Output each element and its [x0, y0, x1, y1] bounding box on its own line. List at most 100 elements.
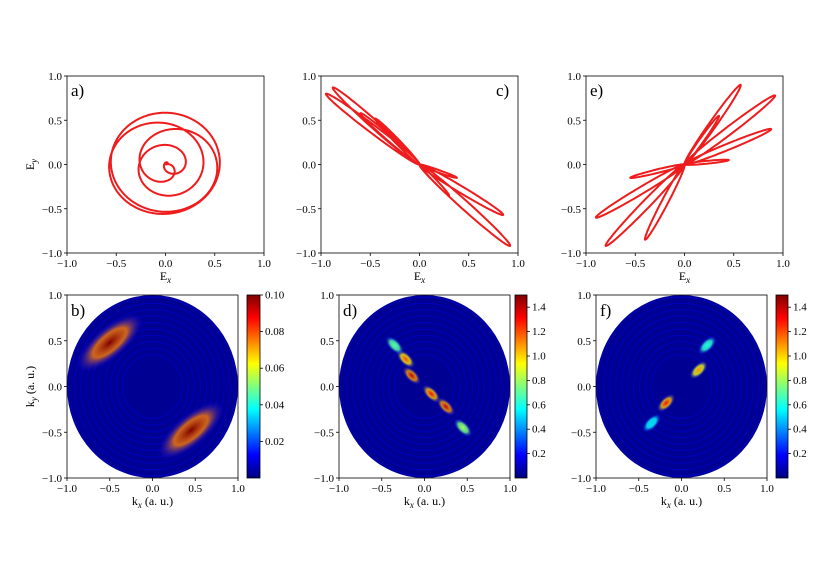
intensity-spot: [642, 413, 662, 433]
colorbar-tick-label: 0.10: [265, 290, 285, 302]
y-tick-label: 0.5: [567, 115, 581, 127]
x-tick-label: 0.5: [727, 258, 741, 270]
intensity-spot: [697, 335, 717, 355]
panel-b: 0.02 0.04 0.06 0.08 0.10 −1.0 −0.5 0.0 0.5 1.0 −1.…: [23, 290, 285, 511]
colorbar-tick-label: 0.2: [793, 448, 807, 460]
colorbar-tick-label: 0.04: [265, 399, 285, 411]
y-tick-label: −0.5: [571, 427, 591, 439]
y-tick-label: −1.0: [571, 473, 591, 485]
y-tick-label: 1.0: [48, 290, 62, 302]
field-trajectory: [594, 83, 777, 247]
panel-a: −1.0 −0.5 0.0 0.5 1.0 −1.0 −0.5 0.0 0.5 1.0 Ex Ey a): [23, 71, 271, 285]
y-tick-label: 0.0: [48, 160, 62, 172]
x-tick-label: 0.0: [678, 258, 692, 270]
intensity-spot: [421, 384, 441, 404]
y-tick-label: −0.5: [42, 427, 62, 439]
y-tick-label: 0.5: [48, 336, 62, 348]
y-tick-label: −0.5: [296, 204, 316, 216]
colorbar-tick-label: 1.4: [532, 302, 546, 314]
x-tick-label: 1.0: [511, 258, 525, 270]
y-axis-label: ky (a. u.): [23, 366, 39, 407]
colorbar-tick-label: 0.06: [265, 363, 285, 375]
intensity-spot: [385, 335, 405, 355]
intensity-spot: [689, 360, 709, 380]
x-tick-label: −1.0: [576, 258, 596, 270]
colorbar-tick-label: 0.4: [793, 424, 807, 436]
x-axis-label: Ex: [160, 269, 171, 285]
x-tick-label: 1.0: [503, 483, 517, 495]
panel-d: 0.2 0.4 0.6 0.8 1.0 1.2 1.4 −1.0 −0.5 0.0 0.5 1.0 −1…: [314, 290, 546, 510]
x-axis-label: kx (a. u.): [661, 494, 702, 510]
colorbar-tick-label: 1.0: [793, 351, 807, 363]
intensity-spot: [75, 312, 144, 373]
x-tick-label: −1.0: [57, 258, 77, 270]
intensity-spot: [157, 400, 225, 461]
intensity-spot: [656, 393, 676, 413]
panel-letter: c): [496, 81, 509, 100]
y-tick-label: −0.5: [314, 427, 334, 439]
x-tick-label: −1.0: [586, 483, 606, 495]
colorbar: [514, 294, 528, 479]
panel-letter: b): [71, 301, 85, 320]
x-tick-label: 0.0: [675, 483, 689, 495]
x-tick-label: 0.0: [159, 258, 173, 270]
x-tick-label: 0.0: [146, 483, 160, 495]
intensity-spot: [436, 397, 456, 417]
y-tick-label: 1.0: [320, 290, 334, 302]
x-tick-label: −0.5: [625, 258, 645, 270]
y-tick-label: 0.5: [577, 336, 591, 348]
x-tick-label: 0.5: [460, 483, 474, 495]
y-tick-label: −1.0: [314, 473, 334, 485]
panel-e: −1.0 −0.5 0.0 0.5 1.0 −1.0 −0.5 0.0 0.5 1.0 Ex e): [561, 71, 790, 285]
colorbar-tick-label: 0.8: [532, 375, 546, 387]
panel-letter: d): [343, 301, 357, 320]
y-tick-label: 1.0: [567, 71, 581, 83]
x-tick-label: 0.5: [208, 258, 222, 270]
field-trajectory: [108, 111, 221, 215]
y-tick-label: 1.0: [302, 71, 316, 83]
x-tick-label: 0.5: [188, 483, 202, 495]
intensity-spot: [402, 366, 422, 386]
x-tick-label: 0.5: [717, 483, 731, 495]
colorbar-tick-label: 0.8: [793, 375, 807, 387]
x-axis-label: Ex: [679, 269, 690, 285]
x-tick-label: 0.5: [462, 258, 476, 270]
x-tick-label: −1.0: [329, 483, 349, 495]
x-tick-label: 1.0: [231, 483, 245, 495]
y-tick-label: 1.0: [48, 71, 62, 83]
y-tick-label: 0.5: [302, 115, 316, 127]
colorbar-tick-label: 0.2: [532, 448, 546, 460]
x-tick-label: 0.0: [418, 483, 432, 495]
y-tick-label: −0.5: [561, 204, 581, 216]
y-tick-label: 0.0: [320, 382, 334, 394]
colorbar: [775, 294, 789, 479]
y-tick-label: 0.5: [48, 115, 62, 127]
x-axis-label: kx (a. u.): [132, 494, 173, 510]
x-tick-label: 1.0: [257, 258, 271, 270]
colorbar-tick-label: 0.08: [265, 326, 285, 338]
colorbar-tick-label: 0.6: [793, 399, 807, 411]
x-axis-label: Ex: [414, 269, 425, 285]
y-tick-label: 0.0: [567, 160, 581, 172]
y-axis-label: Ey: [23, 159, 39, 170]
panel-c: −1.0 −0.5 0.0 0.5 1.0 −1.0 −0.5 0.0 0.5 1.0 Ex c): [296, 71, 525, 285]
y-tick-label: 1.0: [577, 290, 591, 302]
y-tick-label: −1.0: [42, 473, 62, 485]
x-axis-label: kx (a. u.): [404, 494, 445, 510]
field-trajectory: [324, 86, 512, 247]
colorbar-tick-label: 1.0: [532, 351, 546, 363]
x-tick-label: 0.0: [413, 258, 427, 270]
panel-letter: e): [590, 81, 603, 100]
y-tick-label: 0.0: [577, 382, 591, 394]
x-tick-label: −0.5: [372, 483, 392, 495]
colorbar-tick-label: 0.4: [532, 424, 546, 436]
y-tick-label: −0.5: [42, 204, 62, 216]
y-tick-label: 0.0: [48, 382, 62, 394]
panel-f: 0.2 0.4 0.6 0.8 1.0 1.2 1.4 −1.0 −0.5 0.0 0.5 1.0 −1…: [571, 290, 807, 510]
x-tick-label: 1.0: [760, 483, 774, 495]
y-tick-label: −1.0: [561, 248, 581, 260]
x-tick-label: 1.0: [776, 258, 790, 270]
y-tick-label: −1.0: [296, 248, 316, 260]
x-tick-label: −0.5: [100, 483, 120, 495]
